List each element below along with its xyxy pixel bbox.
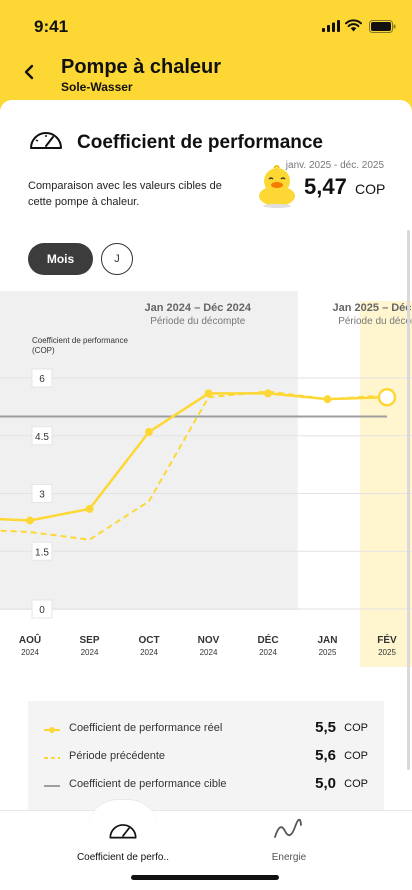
y-tick-label: 1.5 [35, 547, 49, 558]
legend-unit: COP [344, 722, 368, 734]
legend-row-target: Coefficient de performance cible 5,0 COP [28, 771, 384, 799]
period-title: Jan 2024 – Déc 2024 [145, 302, 252, 314]
x-tick-label: SEP [79, 635, 99, 646]
y-tick-label: 4.5 [35, 432, 49, 443]
y-tick-label: 3 [39, 490, 45, 501]
duck-mascot-icon [259, 165, 295, 208]
page-subtitle: Sole-Wasser [61, 80, 133, 94]
period-title: Jan 2025 – Déc 2025 [333, 302, 412, 314]
period-subtitle: Période du décompte [338, 316, 412, 327]
y-tick-box [31, 484, 53, 503]
legend-actual-line-icon [44, 727, 60, 733]
cellular-signal-icon [322, 20, 340, 32]
legend-row-actual: Coefficient de performance réel 5,5 COP [28, 715, 384, 743]
x-tick-label: OCT [138, 635, 159, 646]
x-tick-year: 2024 [21, 648, 39, 657]
legend-unit: COP [344, 778, 368, 790]
scrollbar[interactable] [407, 230, 410, 770]
series-actual-point [204, 389, 213, 398]
y-tick-box [31, 541, 53, 561]
period-label: janv. 2025 - déc. 2025 [285, 160, 384, 171]
legend-value: 5,6 [315, 747, 336, 764]
legend-target-line-icon [44, 785, 60, 787]
series-actual-point [264, 389, 272, 398]
legend-value: 5,0 [315, 775, 336, 792]
gauge-icon [109, 824, 137, 839]
chart-legend: Coefficient de performance réel 5,5 COP … [28, 701, 384, 813]
toggle-month-button[interactable]: Mois [28, 243, 93, 275]
legend-previous-line-icon [44, 757, 60, 759]
nav-label: Energie [271, 852, 307, 863]
x-tick-label: JAN [317, 635, 337, 646]
y-tick-label: 0 [39, 605, 45, 616]
x-tick-label: AOÛ [19, 633, 41, 646]
nav-label: Coefficient de perfo.. [76, 852, 170, 863]
cop-unit: COP [355, 181, 386, 197]
y-axis-label: Coefficient de performance [32, 336, 128, 345]
series-actual-point [85, 504, 94, 513]
series-actual-point [323, 395, 332, 404]
legend-row-previous: Période précédente 5,6 COP [28, 743, 384, 771]
y-axis-label: (COP) [32, 346, 55, 355]
legend-label: Coefficient de performance cible [69, 778, 227, 790]
x-tick-label: DÉC [257, 633, 278, 646]
y-tick-box [31, 599, 53, 619]
wifi-icon [345, 19, 362, 32]
y-tick-label: 6 [39, 374, 45, 385]
page-title: Pompe à chaleur [61, 56, 222, 78]
x-tick-label: NOV [198, 635, 220, 646]
legend-label: Coefficient de performance réel [69, 722, 223, 734]
y-tick-box [31, 368, 53, 388]
cop-line-chart: Jan 2024 – Déc 2024 Période du décompte Ja… [0, 291, 412, 667]
period-subtitle: Période du décompte [150, 316, 246, 327]
y-tick-box [31, 426, 53, 446]
x-tick-year: 2025 [378, 648, 396, 657]
series-actual-line [0, 392, 388, 522]
status-time: 9:41 [34, 17, 69, 36]
energy-wave-icon [274, 819, 302, 838]
cop-card: Coefficient de performance janv. 2025 - … [0, 100, 412, 890]
series-actual-point [26, 516, 34, 525]
x-tick-year: 2024 [200, 648, 218, 657]
series-actual-point [145, 427, 153, 436]
nav-item-cop[interactable]: Coefficient de perfo.. [43, 819, 203, 869]
home-indicator [131, 875, 279, 880]
legend-label: Période précédente [69, 750, 166, 762]
nav-item-energy[interactable]: Energie [209, 819, 369, 869]
highlight-column [360, 301, 412, 667]
card-title: Coefficient de performance [77, 132, 323, 153]
x-tick-year: 2025 [319, 648, 337, 657]
card-description: Comparaison avec les valeurs cibles de c… [28, 180, 222, 208]
series-previous-line [0, 390, 388, 541]
x-tick-year: 2024 [81, 648, 99, 657]
battery-icon [369, 20, 396, 33]
x-tick-label: FÉV [377, 633, 397, 646]
cop-value: 5,47 [304, 174, 347, 199]
status-bar: 9:41 [0, 0, 412, 52]
series-actual-point-current [377, 388, 397, 407]
x-tick-year: 2024 [259, 648, 277, 657]
app-header: Pompe à chaleur Sole-Wasser [0, 52, 412, 100]
legend-unit: COP [344, 750, 368, 762]
chevron-left-icon[interactable] [18, 60, 42, 84]
bottom-navigation: Coefficient de perfo.. Energie [0, 799, 412, 890]
x-tick-year: 2024 [140, 648, 158, 657]
gauge-icon [30, 132, 62, 149]
toggle-day-button[interactable]: J [101, 243, 133, 275]
legend-value: 5,5 [315, 719, 336, 736]
